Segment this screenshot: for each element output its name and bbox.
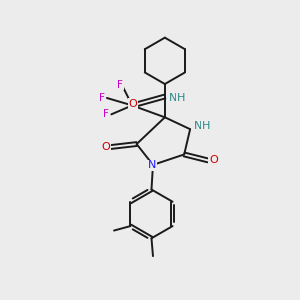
Text: F: F: [117, 80, 123, 90]
Text: N: N: [194, 121, 202, 130]
Text: N: N: [148, 160, 157, 170]
Text: N: N: [169, 93, 177, 103]
Text: O: O: [209, 155, 218, 165]
Text: F: F: [99, 93, 104, 103]
Text: F: F: [103, 109, 109, 119]
Text: H: H: [177, 93, 186, 103]
Text: O: O: [101, 142, 110, 152]
Text: O: O: [129, 99, 137, 109]
Text: H: H: [202, 121, 211, 130]
